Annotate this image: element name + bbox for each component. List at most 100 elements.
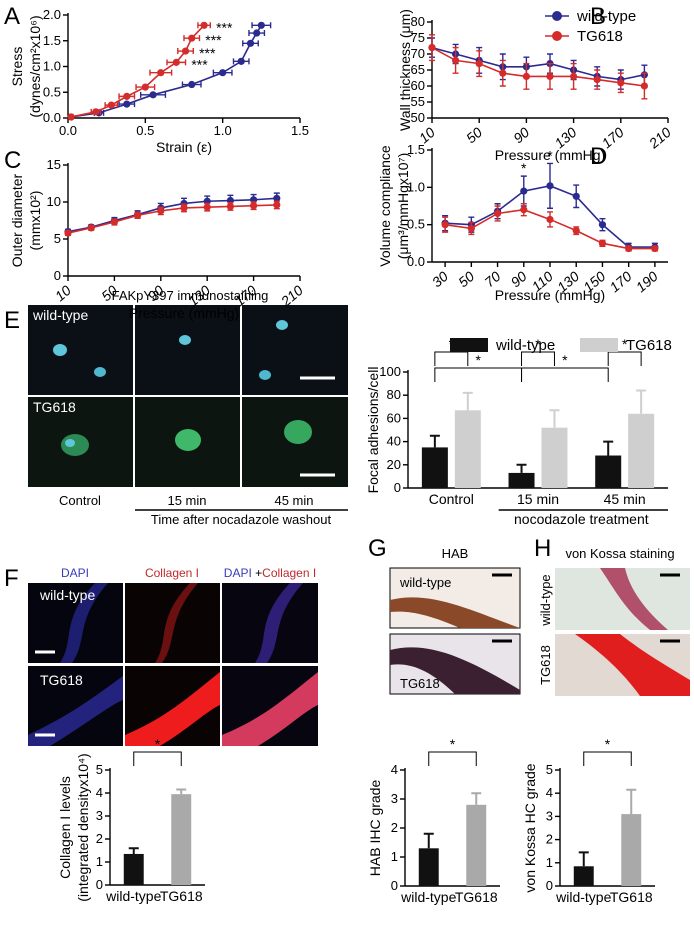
y-tick-label: 65: [411, 62, 425, 77]
panel-letter: B: [590, 3, 606, 30]
series-line: [67, 197, 277, 233]
marker: [572, 192, 580, 200]
y-tick-label: 5: [546, 762, 553, 777]
y-axis-label: (dynes/cm²x10⁶): [27, 15, 43, 117]
panel-title: HAB: [442, 546, 469, 561]
tissue: [575, 634, 690, 696]
column-label: DAPI +Collagen I: [224, 566, 316, 580]
bar: [466, 804, 487, 886]
marker: [180, 204, 188, 212]
cell: [61, 434, 89, 456]
y-tick-label: 5: [54, 231, 61, 246]
marker: [598, 221, 607, 229]
y-tick-label: 80: [411, 14, 425, 29]
tissue: [60, 583, 108, 663]
marker: [246, 39, 255, 47]
significance: ***: [216, 19, 233, 35]
significance: *: [475, 352, 481, 368]
marker: [141, 83, 149, 91]
significance: *: [605, 736, 611, 752]
y-tick-label: 20: [387, 457, 401, 472]
error-bar: [128, 847, 139, 854]
marker: [64, 229, 72, 237]
y-tick-label: 0.0: [407, 254, 425, 269]
tissue: [28, 676, 123, 746]
error-bar: [578, 851, 589, 867]
row-label: wild-type: [399, 575, 451, 590]
legend-label: wild-type: [495, 337, 555, 354]
y-tick-label: 60: [387, 410, 401, 425]
y-tick-label: 15: [47, 157, 61, 172]
bracket: [434, 351, 469, 366]
x-tick-label: 50: [455, 268, 477, 290]
y-tick-label: 0.5: [43, 84, 61, 99]
y-axis-label: Focal adhesions/cell: [365, 367, 381, 494]
error-bar: [636, 389, 647, 414]
micrograph: [28, 305, 133, 395]
micrograph: [135, 305, 240, 395]
y-axis-label: Wall thickness (μm): [397, 9, 413, 131]
marker: [273, 194, 281, 202]
marker: [67, 113, 75, 121]
marker: [107, 101, 115, 109]
x-tick-label: 0.0: [59, 123, 77, 138]
bar: [421, 447, 448, 488]
marker: [149, 91, 157, 99]
marker: [237, 57, 245, 65]
marker: [110, 218, 118, 226]
x-tick-label: TG618: [455, 889, 498, 905]
y-tick-label: 80: [387, 387, 401, 402]
bracket: [583, 751, 632, 766]
y-tick-label: 2: [391, 820, 398, 835]
tissue: [390, 647, 520, 694]
panel-letter: F: [4, 565, 19, 592]
y-tick-label: 100: [379, 364, 401, 379]
x-tick-label: 15 min: [517, 491, 559, 507]
marker: [625, 244, 633, 253]
y-tick-label: 1.5: [43, 33, 61, 48]
marker: [157, 207, 165, 215]
marker: [520, 206, 528, 214]
marker: [273, 201, 281, 209]
error-bar: [471, 792, 482, 805]
bracket: [434, 367, 523, 382]
marker: [640, 82, 649, 90]
marker: [188, 34, 196, 42]
x-tick-label: 45 min: [604, 491, 646, 507]
x-tick-label: TG618: [160, 888, 203, 904]
y-tick-label: 3: [546, 808, 553, 823]
legend-swatch: [580, 338, 618, 352]
error-bar: [603, 440, 614, 456]
legend-marker: [552, 31, 562, 41]
y-axis-label: von Kossa HC grade: [522, 763, 538, 892]
row-label: wild-type: [39, 587, 95, 603]
y-tick-label: 2.0: [43, 7, 61, 22]
marker: [134, 211, 142, 219]
row-label: wild-type: [538, 574, 553, 626]
row-label: TG618: [538, 645, 553, 685]
cell: [175, 429, 201, 451]
marker: [200, 21, 208, 29]
bar: [628, 413, 655, 488]
bar: [418, 848, 439, 886]
y-tick-label: 0.0: [43, 110, 61, 125]
tissue: [255, 583, 303, 663]
significance: ***: [199, 45, 216, 61]
label-part: +: [255, 566, 262, 580]
label-part: DAPI: [224, 566, 252, 580]
marker: [172, 58, 180, 66]
significance: *: [155, 736, 161, 752]
y-axis-label: Volume compliance: [377, 145, 393, 267]
marker: [598, 239, 607, 247]
y-tick-label: 3: [96, 808, 103, 823]
x-axis-label: Pressure (mmHg): [495, 147, 605, 163]
x-tick-label: 190: [633, 268, 661, 295]
error-bar: [176, 788, 187, 795]
significance: *: [535, 336, 541, 352]
x-tick-label: 1.5: [291, 123, 309, 138]
column-label: 15 min: [167, 493, 206, 508]
panel-letter: A: [4, 3, 20, 30]
x-tick-label: 1.0: [214, 123, 232, 138]
tissue: [222, 672, 318, 746]
